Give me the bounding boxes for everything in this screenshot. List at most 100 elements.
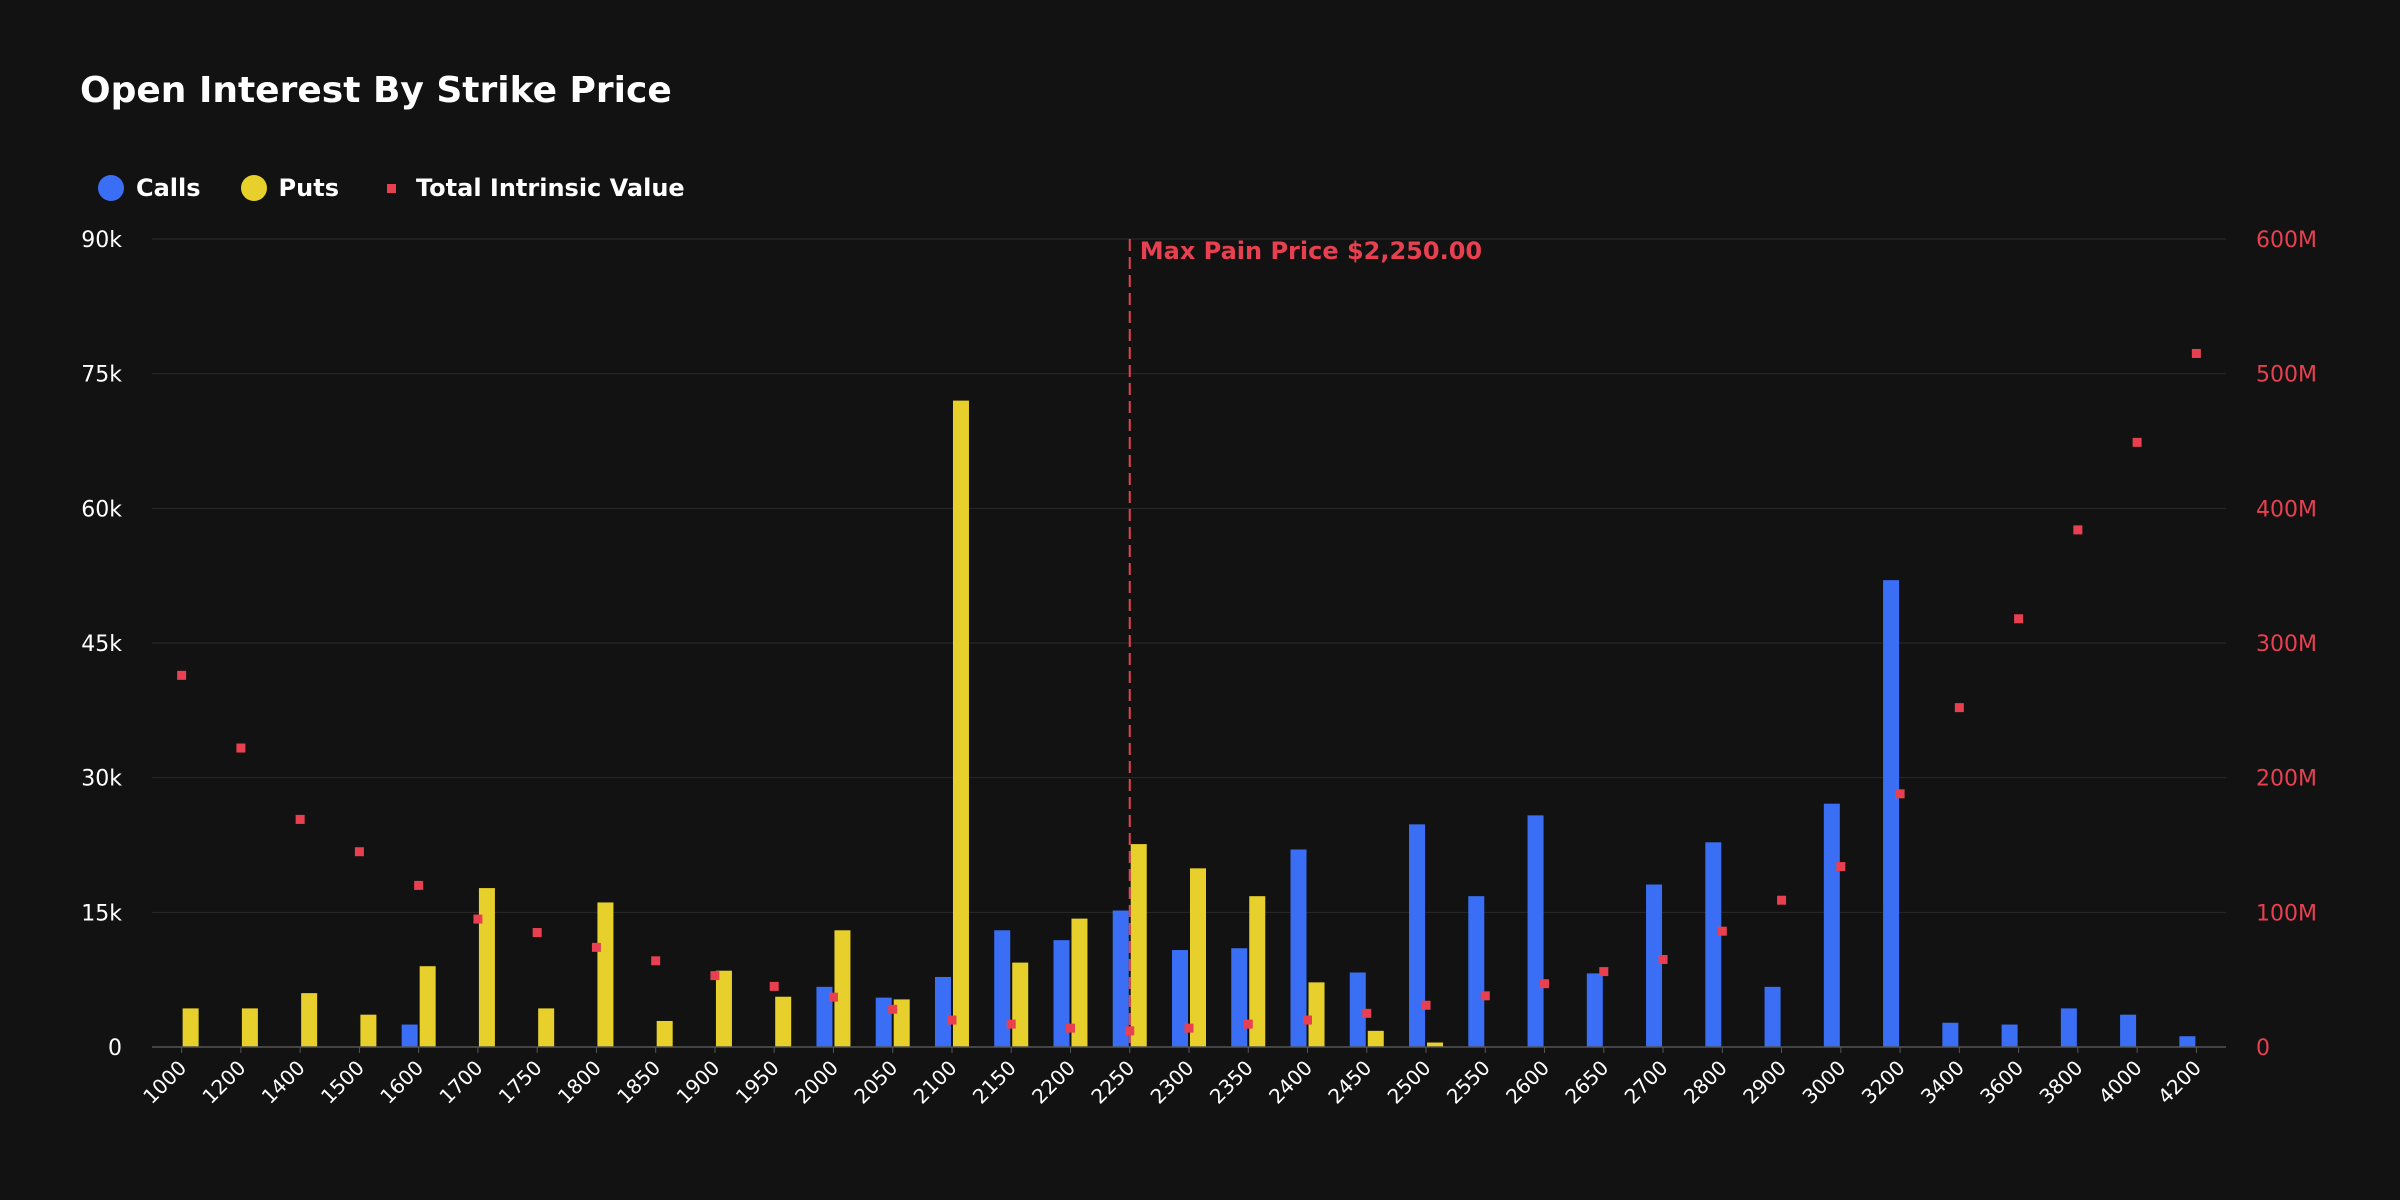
bar-puts-2100 xyxy=(952,400,969,1048)
chart-title: Open Interest By Strike Price xyxy=(80,70,672,111)
bar-puts-2200 xyxy=(1071,918,1088,1047)
point-total-intrinsic-value-2400 xyxy=(1303,1015,1313,1025)
point-total-intrinsic-value-1900 xyxy=(710,971,720,981)
x-tick-label-2450: 2450 xyxy=(1323,1056,1376,1109)
x-tick-label-1750: 1750 xyxy=(494,1056,547,1109)
point-total-intrinsic-value-3400 xyxy=(1954,703,1964,713)
bar-puts-1600 xyxy=(419,966,436,1047)
x-tick-label-2400: 2400 xyxy=(1264,1056,1317,1109)
legend: Calls Puts Total Intrinsic Value xyxy=(98,174,685,202)
point-total-intrinsic-value-2650 xyxy=(1599,967,1609,977)
x-tick-label-2350: 2350 xyxy=(1205,1056,1258,1109)
bar-puts-2350 xyxy=(1249,896,1266,1047)
x-tick-label-2700: 2700 xyxy=(1620,1056,1673,1109)
y-right-tick-label: 400M xyxy=(2256,497,2317,522)
bar-puts-1200 xyxy=(241,1008,258,1047)
bar-calls-2050 xyxy=(875,997,892,1047)
x-tick-label-3200: 3200 xyxy=(1857,1056,1910,1109)
x-tick-label-1000: 1000 xyxy=(138,1056,191,1109)
point-total-intrinsic-value-2100 xyxy=(947,1015,957,1025)
y-right-tick-label: 0 xyxy=(2256,1036,2270,1061)
bar-calls-2200 xyxy=(1053,940,1070,1047)
bar-calls-2250 xyxy=(1112,910,1129,1047)
x-tick-label-2150: 2150 xyxy=(968,1056,1021,1109)
y-right-tick-label: 500M xyxy=(2256,363,2317,388)
point-total-intrinsic-value-1200 xyxy=(236,743,246,753)
point-total-intrinsic-value-2200 xyxy=(1065,1023,1075,1033)
x-tick-label-4000: 4000 xyxy=(2094,1056,2147,1109)
bar-puts-1950 xyxy=(775,996,792,1047)
legend-label-puts: Puts xyxy=(278,174,339,202)
bar-puts-2250 xyxy=(1130,844,1147,1047)
x-tick-label-2200: 2200 xyxy=(1027,1056,1080,1109)
bar-puts-2300 xyxy=(1190,868,1206,1047)
bar-calls-2300 xyxy=(1172,950,1188,1047)
bar-puts-1700 xyxy=(478,888,495,1047)
bar-puts-2500 xyxy=(1427,1042,1444,1047)
y-left-tick-label: 15k xyxy=(81,901,122,926)
max-pain-label: Max Pain Price $2,250.00 xyxy=(1140,237,1482,265)
x-tick-label-1850: 1850 xyxy=(612,1056,665,1109)
bar-puts-1500 xyxy=(360,1014,377,1047)
bar-puts-2450 xyxy=(1367,1030,1384,1047)
x-tick-label-1800: 1800 xyxy=(553,1056,606,1109)
legend-label-calls: Calls xyxy=(136,174,201,202)
bar-calls-3600 xyxy=(2001,1024,2018,1047)
x-tick-label-2250: 2250 xyxy=(1086,1056,1139,1109)
x-tick-label-3400: 3400 xyxy=(1916,1056,1969,1109)
bar-calls-1600 xyxy=(401,1024,418,1047)
bar-calls-3200 xyxy=(1883,580,1900,1047)
x-tick-label-2500: 2500 xyxy=(1383,1056,1436,1109)
point-total-intrinsic-value-3600 xyxy=(2014,614,2024,624)
bar-calls-2800 xyxy=(1705,842,1722,1047)
x-tick-label-2650: 2650 xyxy=(1560,1056,1613,1109)
x-tick-label-1200: 1200 xyxy=(197,1056,250,1109)
x-tick-label-3800: 3800 xyxy=(2034,1056,2087,1109)
legend-item-calls[interactable]: Calls xyxy=(98,174,201,202)
y-right-tick-label: 100M xyxy=(2256,901,2317,926)
point-total-intrinsic-value-2250 xyxy=(1125,1026,1135,1036)
bar-puts-1800 xyxy=(597,902,614,1047)
grid-lines xyxy=(152,238,2226,913)
x-tick-label-2600: 2600 xyxy=(1501,1056,1554,1109)
x-tick-label-3000: 3000 xyxy=(1797,1056,1850,1109)
point-total-intrinsic-value-1950 xyxy=(769,981,779,991)
bar-puts-2400 xyxy=(1308,982,1325,1047)
legend-item-total-intrinsic-value[interactable]: Total Intrinsic Value xyxy=(379,174,685,202)
bar-calls-2400 xyxy=(1290,849,1307,1047)
y-left-tick-label: 0 xyxy=(108,1036,122,1061)
bar-calls-2450 xyxy=(1349,972,1366,1047)
y-left-tick-label: 75k xyxy=(81,363,122,388)
bar-puts-1900 xyxy=(715,970,732,1047)
point-total-intrinsic-value-1500 xyxy=(354,847,364,857)
bar-calls-2700 xyxy=(1646,884,1663,1047)
y-right-tick-label: 600M xyxy=(2256,228,2317,253)
x-tick-label-2300: 2300 xyxy=(1146,1056,1199,1109)
legend-item-puts[interactable]: Puts xyxy=(240,174,339,202)
legend-label-total-intrinsic-value: Total Intrinsic Value xyxy=(415,174,685,202)
x-tick-label-2800: 2800 xyxy=(1679,1056,1732,1109)
bar-puts-2150 xyxy=(1012,962,1029,1047)
point-total-intrinsic-value-1700 xyxy=(473,914,483,924)
point-total-intrinsic-value-3800 xyxy=(2073,525,2083,535)
point-total-intrinsic-value-2800 xyxy=(1717,926,1727,936)
x-tick-label-4200: 4200 xyxy=(2153,1056,2206,1109)
bar-puts-1400 xyxy=(301,993,318,1047)
point-total-intrinsic-value-2700 xyxy=(1658,954,1668,964)
point-total-intrinsic-value-2050 xyxy=(888,1004,898,1014)
x-tick-label-2050: 2050 xyxy=(849,1056,902,1109)
bar-calls-4200 xyxy=(2179,1036,2196,1047)
point-total-intrinsic-value-2300 xyxy=(1184,1023,1194,1033)
point-total-intrinsic-value-2450 xyxy=(1362,1008,1372,1018)
x-tick-label-2900: 2900 xyxy=(1738,1056,1791,1109)
point-total-intrinsic-value-1850 xyxy=(651,956,661,966)
point-total-intrinsic-value-2600 xyxy=(1540,979,1550,989)
bar-calls-2000 xyxy=(816,986,833,1047)
bar-calls-2550 xyxy=(1468,896,1485,1047)
annotation-layer: Max Pain Price $2,250.00 xyxy=(1128,237,1482,1047)
x-tick-label-1400: 1400 xyxy=(257,1056,310,1109)
point-total-intrinsic-value-2900 xyxy=(1777,895,1787,905)
bar-layer xyxy=(182,400,2196,1048)
point-total-intrinsic-value-2550 xyxy=(1480,991,1490,1001)
